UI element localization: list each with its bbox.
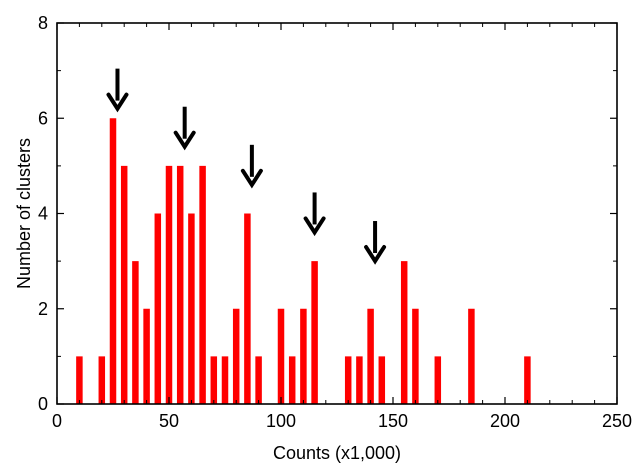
peak-arrows-layer: [106, 68, 387, 265]
bar: [244, 213, 251, 404]
bar: [400, 261, 408, 404]
y-tick-label: 2: [38, 299, 48, 319]
bar: [154, 213, 162, 404]
peak-arrow-icon: [303, 192, 326, 237]
bar: [143, 308, 150, 404]
bar: [468, 308, 475, 404]
bars-layer: [76, 118, 531, 404]
bar: [367, 308, 374, 404]
bar: [210, 356, 218, 404]
peak-arrow-icon: [173, 106, 196, 151]
x-tick-label: 200: [490, 411, 520, 431]
bar: [311, 261, 318, 404]
bar: [412, 308, 419, 404]
bar: [300, 308, 307, 404]
peak-arrow-icon: [240, 144, 263, 189]
y-tick-label: 6: [38, 108, 48, 128]
bar: [199, 165, 206, 404]
bar: [255, 356, 262, 404]
x-tick-label: 250: [602, 411, 632, 431]
x-tick-label: 50: [159, 411, 179, 431]
peak-arrow-icon: [364, 221, 387, 265]
bar: [356, 356, 363, 404]
y-tick-label: 4: [38, 204, 48, 224]
bar: [120, 165, 128, 404]
y-tick-label: 8: [38, 13, 48, 33]
bar: [288, 356, 296, 404]
plot-frame: [56, 22, 618, 405]
x-tick-label: 0: [52, 411, 62, 431]
bar: [232, 308, 240, 404]
bar: [277, 308, 285, 404]
x-axis-label: Counts (x1,000): [273, 443, 401, 463]
bar: [524, 356, 531, 404]
bar: [98, 356, 106, 404]
y-axis-label: Number of clusters: [14, 138, 34, 289]
bar: [378, 356, 386, 404]
ticks-layer: 0 50 100 150 200 250 0 2 4 6 8: [38, 13, 632, 431]
x-tick-label: 150: [378, 411, 408, 431]
bar: [165, 165, 173, 404]
bar: [132, 261, 139, 404]
bar: [76, 356, 83, 404]
bar: [221, 356, 229, 404]
bar: [344, 356, 352, 404]
bar: [109, 118, 117, 404]
bar: [434, 356, 442, 404]
x-tick-label: 100: [266, 411, 296, 431]
bar: [188, 213, 195, 404]
y-tick-label: 0: [38, 394, 48, 414]
peak-arrow-icon: [106, 68, 129, 113]
bar: [176, 165, 184, 404]
